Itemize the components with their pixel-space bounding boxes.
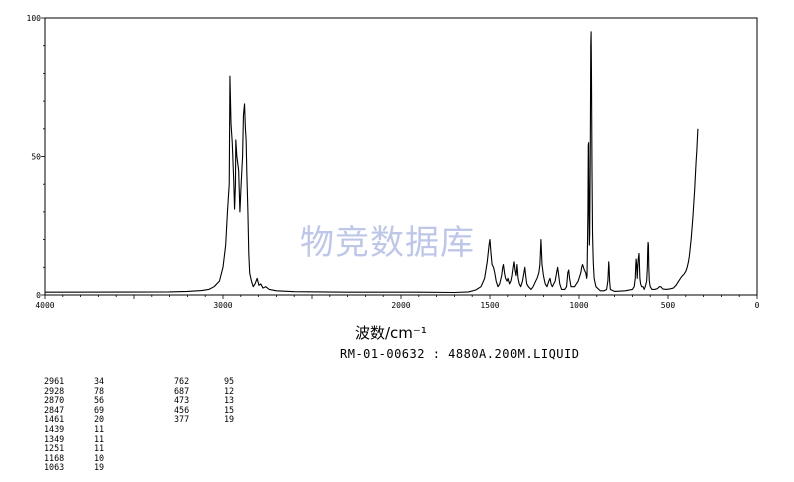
peak-intensity: 11 xyxy=(94,423,105,434)
peak-row: 1461 20 xyxy=(44,415,124,425)
peak-wavenumber: 473 xyxy=(174,395,190,406)
peak-intensity: 11 xyxy=(94,443,105,454)
peak-row: 2847 69 xyxy=(44,404,124,416)
peak-intensity: 13 xyxy=(224,395,235,406)
peak-wavenumber: 762 xyxy=(174,376,190,386)
x-tick-label: 2000 xyxy=(391,301,410,310)
sample-id: RM-01-00632 : 4880A.200M.LIQUID xyxy=(340,347,580,361)
peak-row: 2961 34 xyxy=(44,376,124,387)
x-tick-label: 1500 xyxy=(480,301,499,310)
axis-ticks: 4000 3000 2000 1500 1000 500 0 0 50 100 xyxy=(27,14,760,310)
peak-intensity: 56 xyxy=(94,395,105,406)
peak-wavenumber: 456 xyxy=(174,404,190,415)
peak-wavenumber: 1461 xyxy=(44,414,65,425)
y-tick-label: 0 xyxy=(36,291,41,300)
peak-intensity: 34 xyxy=(94,376,105,386)
peak-wavenumber: 1251 xyxy=(44,443,65,454)
y-tick-label: 50 xyxy=(31,153,41,162)
peak-intensity: 10 xyxy=(94,452,105,463)
peak-wavenumber: 2961 xyxy=(44,376,65,386)
x-tick-label: 4000 xyxy=(35,301,54,310)
peak-row: 377 19 xyxy=(174,415,254,425)
x-tick-label: 500 xyxy=(661,301,676,310)
peak-intensity: 12 xyxy=(224,385,235,396)
peak-table-column-2: 762 95 687 12 473 13 456 15 377 19 xyxy=(174,376,254,425)
spectrum-series xyxy=(44,31,699,294)
peak-wavenumber: 377 xyxy=(174,414,190,425)
peak-row: 1168 10 xyxy=(44,452,124,464)
peak-intensity: 20 xyxy=(94,414,105,425)
spectrum-line xyxy=(44,31,699,294)
peak-wavenumber: 2870 xyxy=(44,395,65,406)
peak-intensity: 95 xyxy=(224,376,235,386)
peak-intensity: 19 xyxy=(224,414,235,425)
peak-intensity: 15 xyxy=(224,404,235,415)
x-tick-label: 0 xyxy=(755,301,760,310)
peak-row: 1439 11 xyxy=(44,423,124,435)
peak-wavenumber: 687 xyxy=(174,385,190,396)
peak-row: 2928 78 xyxy=(44,385,124,397)
watermark: 物竞数据库 xyxy=(300,223,475,263)
peak-row: 762 95 xyxy=(174,376,254,387)
peak-row: 456 15 xyxy=(174,404,254,416)
peak-row: 2870 56 xyxy=(44,396,124,406)
peak-row: 687 12 xyxy=(174,385,254,397)
peak-row: 473 13 xyxy=(174,396,254,406)
peak-wavenumber: 1063 xyxy=(44,462,65,473)
peak-row: 1349 11 xyxy=(44,433,124,445)
peak-wavenumber: 2928 xyxy=(44,385,65,396)
peak-wavenumber: 1439 xyxy=(44,423,65,434)
peak-wavenumber: 2847 xyxy=(44,404,65,415)
peak-table-column-1: 2961 34 2928 78 2870 56 2847 69 1461 20 1439 11 1349… xyxy=(44,376,124,473)
x-axis-label: 波数/cm⁻¹ xyxy=(355,324,427,342)
peak-wavenumber: 1168 xyxy=(44,452,65,463)
x-tick-label: 1000 xyxy=(569,301,588,310)
x-tick-label: 3000 xyxy=(213,301,232,310)
peak-row: 1251 11 xyxy=(44,444,124,454)
y-tick-label: 100 xyxy=(27,14,42,23)
peak-intensity: 11 xyxy=(94,433,105,444)
peak-intensity: 69 xyxy=(94,404,105,415)
peak-intensity: 78 xyxy=(94,385,105,396)
peak-intensity: 19 xyxy=(94,462,105,473)
peak-wavenumber: 1349 xyxy=(44,433,65,444)
peak-row: 1063 19 xyxy=(44,463,124,473)
